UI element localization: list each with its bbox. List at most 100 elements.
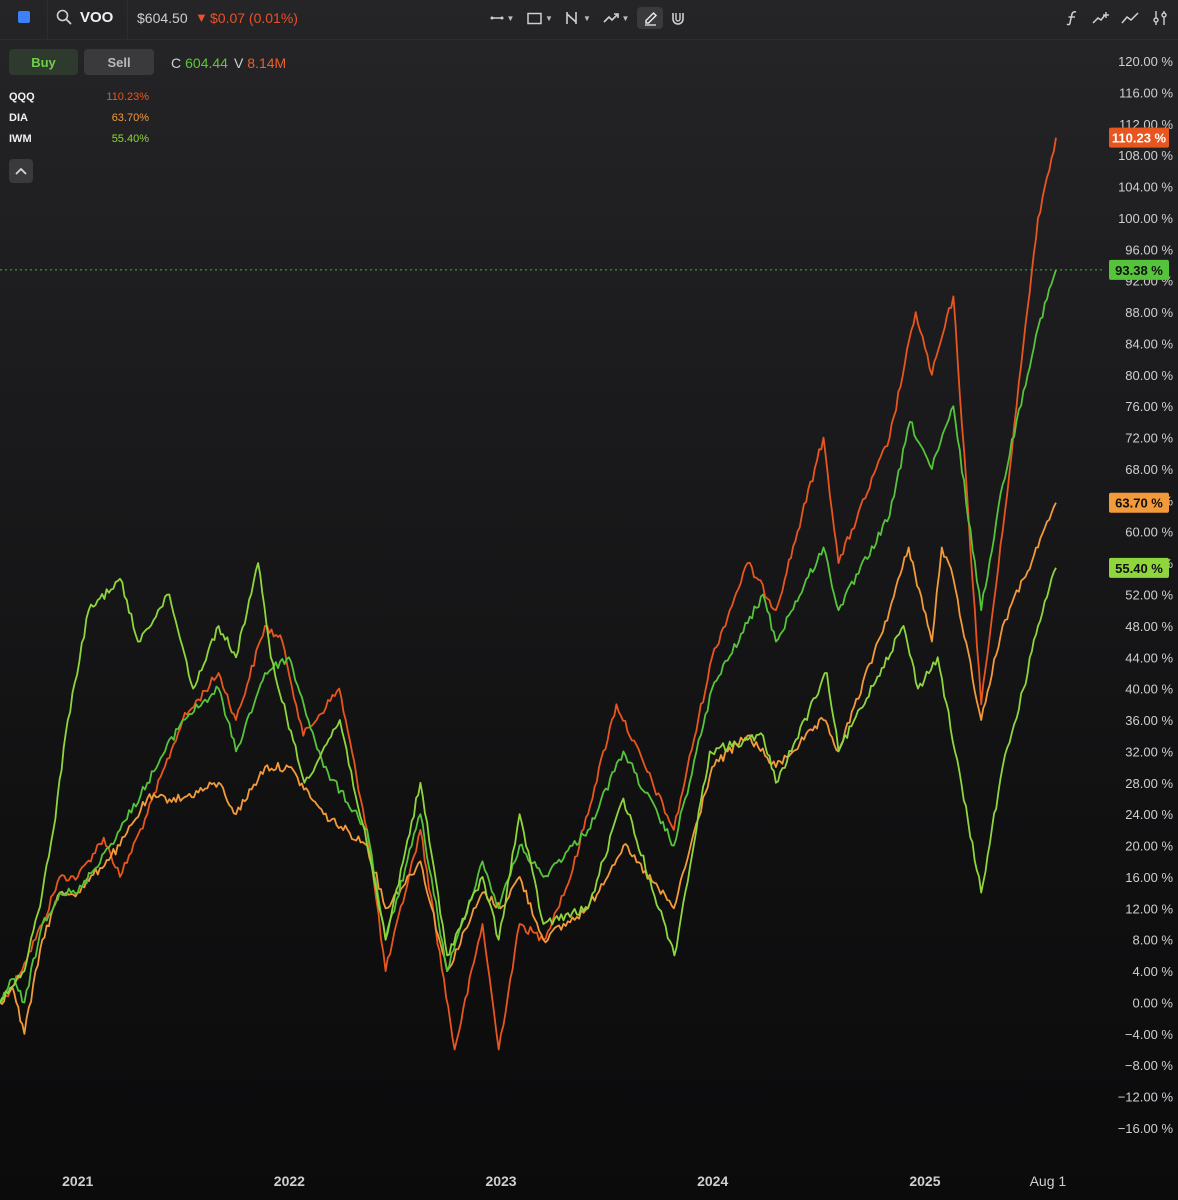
fib-tool-icon [566,12,577,24]
legend-row-dia[interactable]: DIA 63.70% [9,112,149,128]
buy-button[interactable]: Buy [9,49,78,75]
close-key: C [171,55,182,71]
legend-row-iwm[interactable]: IWM 55.40% [9,133,149,149]
symbol-color-swatch[interactable] [18,11,30,23]
compare-icon [1121,12,1139,24]
y-tick-label: 44.00 % [1125,650,1173,665]
y-tick-label: 116.00 % [1119,85,1173,100]
last-value-label-dia: 63.70 % [1109,492,1169,513]
y-tick-label: 72.00 % [1125,431,1173,446]
add-indicator-button[interactable] [1090,7,1112,29]
x-axis: 2021 2022 2023 2024 2025 Aug 1 [62,1173,1066,1189]
x-tick-label: Aug 1 [1030,1173,1067,1189]
legend-value: 63.70% [111,112,149,124]
rectangle-tool[interactable]: ▼ [523,7,557,29]
y-tick-label: −16.00 % [1118,1121,1174,1136]
y-tick-label: 28.00 % [1125,776,1173,791]
trend-tool-icon [602,13,619,23]
settings-button[interactable] [1149,7,1171,29]
y-tick-label: 100.00 % [1118,211,1173,226]
y-tick-label: 36.00 % [1125,713,1173,728]
series-line-iwm [0,562,1057,1003]
y-tick-label: 96.00 % [1125,242,1173,257]
last-value-badge [1109,127,1169,148]
horizontal-line-tool[interactable]: ▼ [486,7,518,29]
legend-name: IWM [9,133,32,145]
magnet-tool[interactable] [667,7,689,29]
collapse-legend-button[interactable] [9,159,33,183]
legend-name: QQQ [9,91,35,103]
series-line-dia [0,502,1057,1035]
x-tick-label: 2023 [485,1173,516,1189]
series-line-qqq [0,137,1057,1051]
last-value-text: 93.38 % [1115,263,1163,278]
y-tick-label: 88.00 % [1125,305,1173,320]
y-tick-label: 24.00 % [1125,807,1173,822]
y-tick-label: 68.00 % [1125,462,1173,477]
y-tick-label: 120.00 % [1118,54,1173,69]
y-tick-label: −12.00 % [1118,1090,1174,1105]
last-value-label-iwm: 55.40 % [1109,557,1169,578]
sell-button[interactable]: Sell [84,49,154,75]
y-tick-label: 48.00 % [1125,619,1173,634]
function-icon [1066,11,1077,26]
search-icon[interactable] [56,9,72,25]
price-change: $0.07 (0.01%) [210,10,298,26]
last-value-text: 63.70 % [1115,496,1163,511]
last-value-badge [1109,557,1169,578]
ohlc-readout: C 604.44 V 8.14M [171,55,286,71]
y-tick-label: 84.00 % [1125,336,1173,351]
settings-icon [1153,11,1167,25]
y-axis: 120.00 %116.00 %112.00 %108.00 %104.00 %… [1118,54,1174,1136]
y-tick-label: 52.00 % [1125,588,1173,603]
y-tick-label: 108.00 % [1118,148,1173,163]
toolbar-divider [127,0,128,40]
close-value: 604.44 [185,55,228,71]
fib-tool[interactable]: ▼ [561,7,595,29]
last-value-badge [1109,259,1169,280]
y-tick-label: 20.00 % [1125,839,1173,854]
last-value-text: 55.40 % [1115,561,1163,576]
volume-key: V [233,55,244,71]
top-toolbar: VOO $604.50 ▼ $0.07 (0.01%) ▼ ▼ ▼ ▼ [0,0,1178,40]
volume-value: 8.14M [247,55,287,71]
y-tick-label: 8.00 % [1133,933,1174,948]
y-tick-label: 12.00 % [1125,901,1173,916]
y-tick-label: 104.00 % [1118,180,1173,195]
pen-tool-icon [644,11,657,26]
x-tick-label: 2022 [274,1173,305,1189]
y-tick-label: 76.00 % [1125,399,1173,414]
magnet-icon [672,12,684,25]
add-indicator-icon [1092,12,1109,24]
trend-tool[interactable]: ▼ [599,7,633,29]
legend-value: 110.23% [106,91,149,103]
x-tick-label: 2024 [697,1173,728,1189]
y-tick-label: 40.00 % [1125,682,1173,697]
last-value-text: 110.23 % [1112,131,1167,146]
x-tick-label: 2025 [909,1173,940,1189]
y-tick-label: −8.00 % [1125,1058,1174,1073]
y-tick-label: 80.00 % [1125,368,1173,383]
y-tick-label: 60.00 % [1125,525,1173,540]
last-value-label-qqq: 110.23 % [1109,127,1169,148]
y-tick-label: 4.00 % [1133,964,1174,979]
y-tick-label: 16.00 % [1125,870,1173,885]
chevron-up-icon [15,167,27,175]
legend-row-qqq[interactable]: QQQ 110.23% [9,91,149,107]
horizontal-line-tool-icon [490,16,504,20]
pen-tool[interactable] [637,7,663,29]
last-value-labels: 110.23 % 63.70 % 93.38 % 55.40 % [1109,127,1169,578]
legend-name: DIA [9,112,28,124]
toolbar-divider [47,0,48,40]
compare-button[interactable] [1119,7,1141,29]
series-lines [0,137,1057,1051]
series-line-voo [0,269,1057,1004]
x-tick-label: 2021 [62,1173,93,1189]
y-tick-label: 0.00 % [1133,995,1174,1010]
legend-value: 55.40% [111,133,149,145]
last-value-label-voo: 93.38 % [1109,259,1169,280]
function-button[interactable] [1061,7,1083,29]
ticker-symbol[interactable]: VOO [80,9,114,26]
y-tick-label: 32.00 % [1125,744,1173,759]
